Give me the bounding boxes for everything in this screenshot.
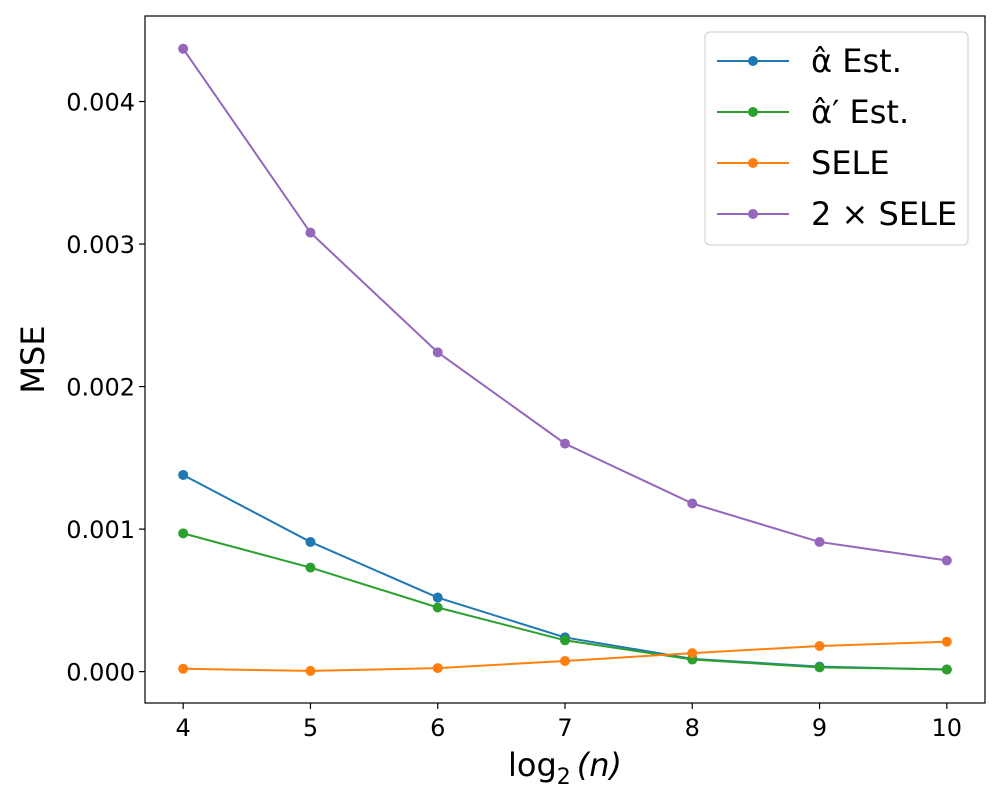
- legend-swatch-marker: [748, 107, 758, 117]
- data-point: [814, 536, 825, 547]
- data-point: [305, 227, 316, 238]
- y-tick-label: 0.002: [66, 374, 135, 402]
- y-tick-label: 0.000: [66, 659, 135, 687]
- legend: α̂ Est. α̂′ Est. SELE 2 × SELE: [704, 31, 969, 246]
- series-line: [182, 532, 947, 671]
- x-axis-label-log: log: [508, 746, 557, 784]
- data-point: [432, 602, 443, 613]
- data-point: [814, 640, 825, 651]
- data-point: [432, 347, 443, 358]
- data-point: [941, 664, 952, 675]
- legend-entry-label: 2 × SELE: [811, 195, 957, 233]
- series-2: [178, 636, 952, 676]
- x-tick-label: 5: [303, 714, 318, 742]
- x-axis-label: log2 (n): [508, 746, 622, 790]
- legend-entry-label: SELE: [811, 144, 890, 182]
- series-layer: [178, 43, 952, 676]
- data-point: [305, 665, 316, 676]
- data-point: [560, 655, 570, 666]
- legend-swatch-marker: [748, 56, 758, 66]
- data-point: [432, 663, 443, 674]
- ticks-layer: 4 5 6 7 8 9 10 0.000 0.001 0.002 0.003 0.004: [66, 89, 962, 742]
- data-point: [941, 555, 952, 566]
- data-point: [814, 662, 825, 673]
- data-point: [560, 635, 570, 646]
- data-point: [178, 43, 189, 54]
- x-tick-label: 7: [557, 714, 572, 742]
- y-tick-label: 0.001: [66, 516, 135, 544]
- data-point: [178, 528, 189, 539]
- x-tick-label: 6: [430, 714, 445, 742]
- data-point: [178, 469, 189, 480]
- legend-box: [704, 31, 969, 246]
- x-axis-label-argument: (n): [577, 746, 622, 784]
- legend-entry-label: α̂ Est.: [811, 42, 902, 80]
- legend-swatch-marker: [748, 158, 758, 168]
- data-point: [178, 663, 189, 674]
- data-point: [560, 438, 570, 449]
- x-axis-label-subscript: 2: [557, 765, 571, 790]
- series-3: [178, 43, 952, 566]
- x-tick-label: 8: [685, 714, 700, 742]
- x-tick-label: 10: [932, 714, 963, 742]
- series-1: [178, 528, 952, 675]
- data-point: [687, 498, 698, 509]
- data-point: [305, 562, 316, 573]
- data-point: [432, 592, 443, 603]
- legend-entry-label: α̂′ Est.: [811, 93, 909, 131]
- y-tick-label: 0.004: [66, 89, 135, 117]
- data-point: [305, 536, 316, 547]
- y-tick-label: 0.003: [66, 231, 135, 259]
- data-point: [687, 648, 698, 659]
- x-tick-label: 4: [176, 714, 191, 742]
- y-axis-label: MSE: [14, 325, 52, 393]
- x-tick-label: 9: [812, 714, 827, 742]
- legend-swatch-marker: [748, 209, 758, 219]
- data-point: [941, 636, 952, 647]
